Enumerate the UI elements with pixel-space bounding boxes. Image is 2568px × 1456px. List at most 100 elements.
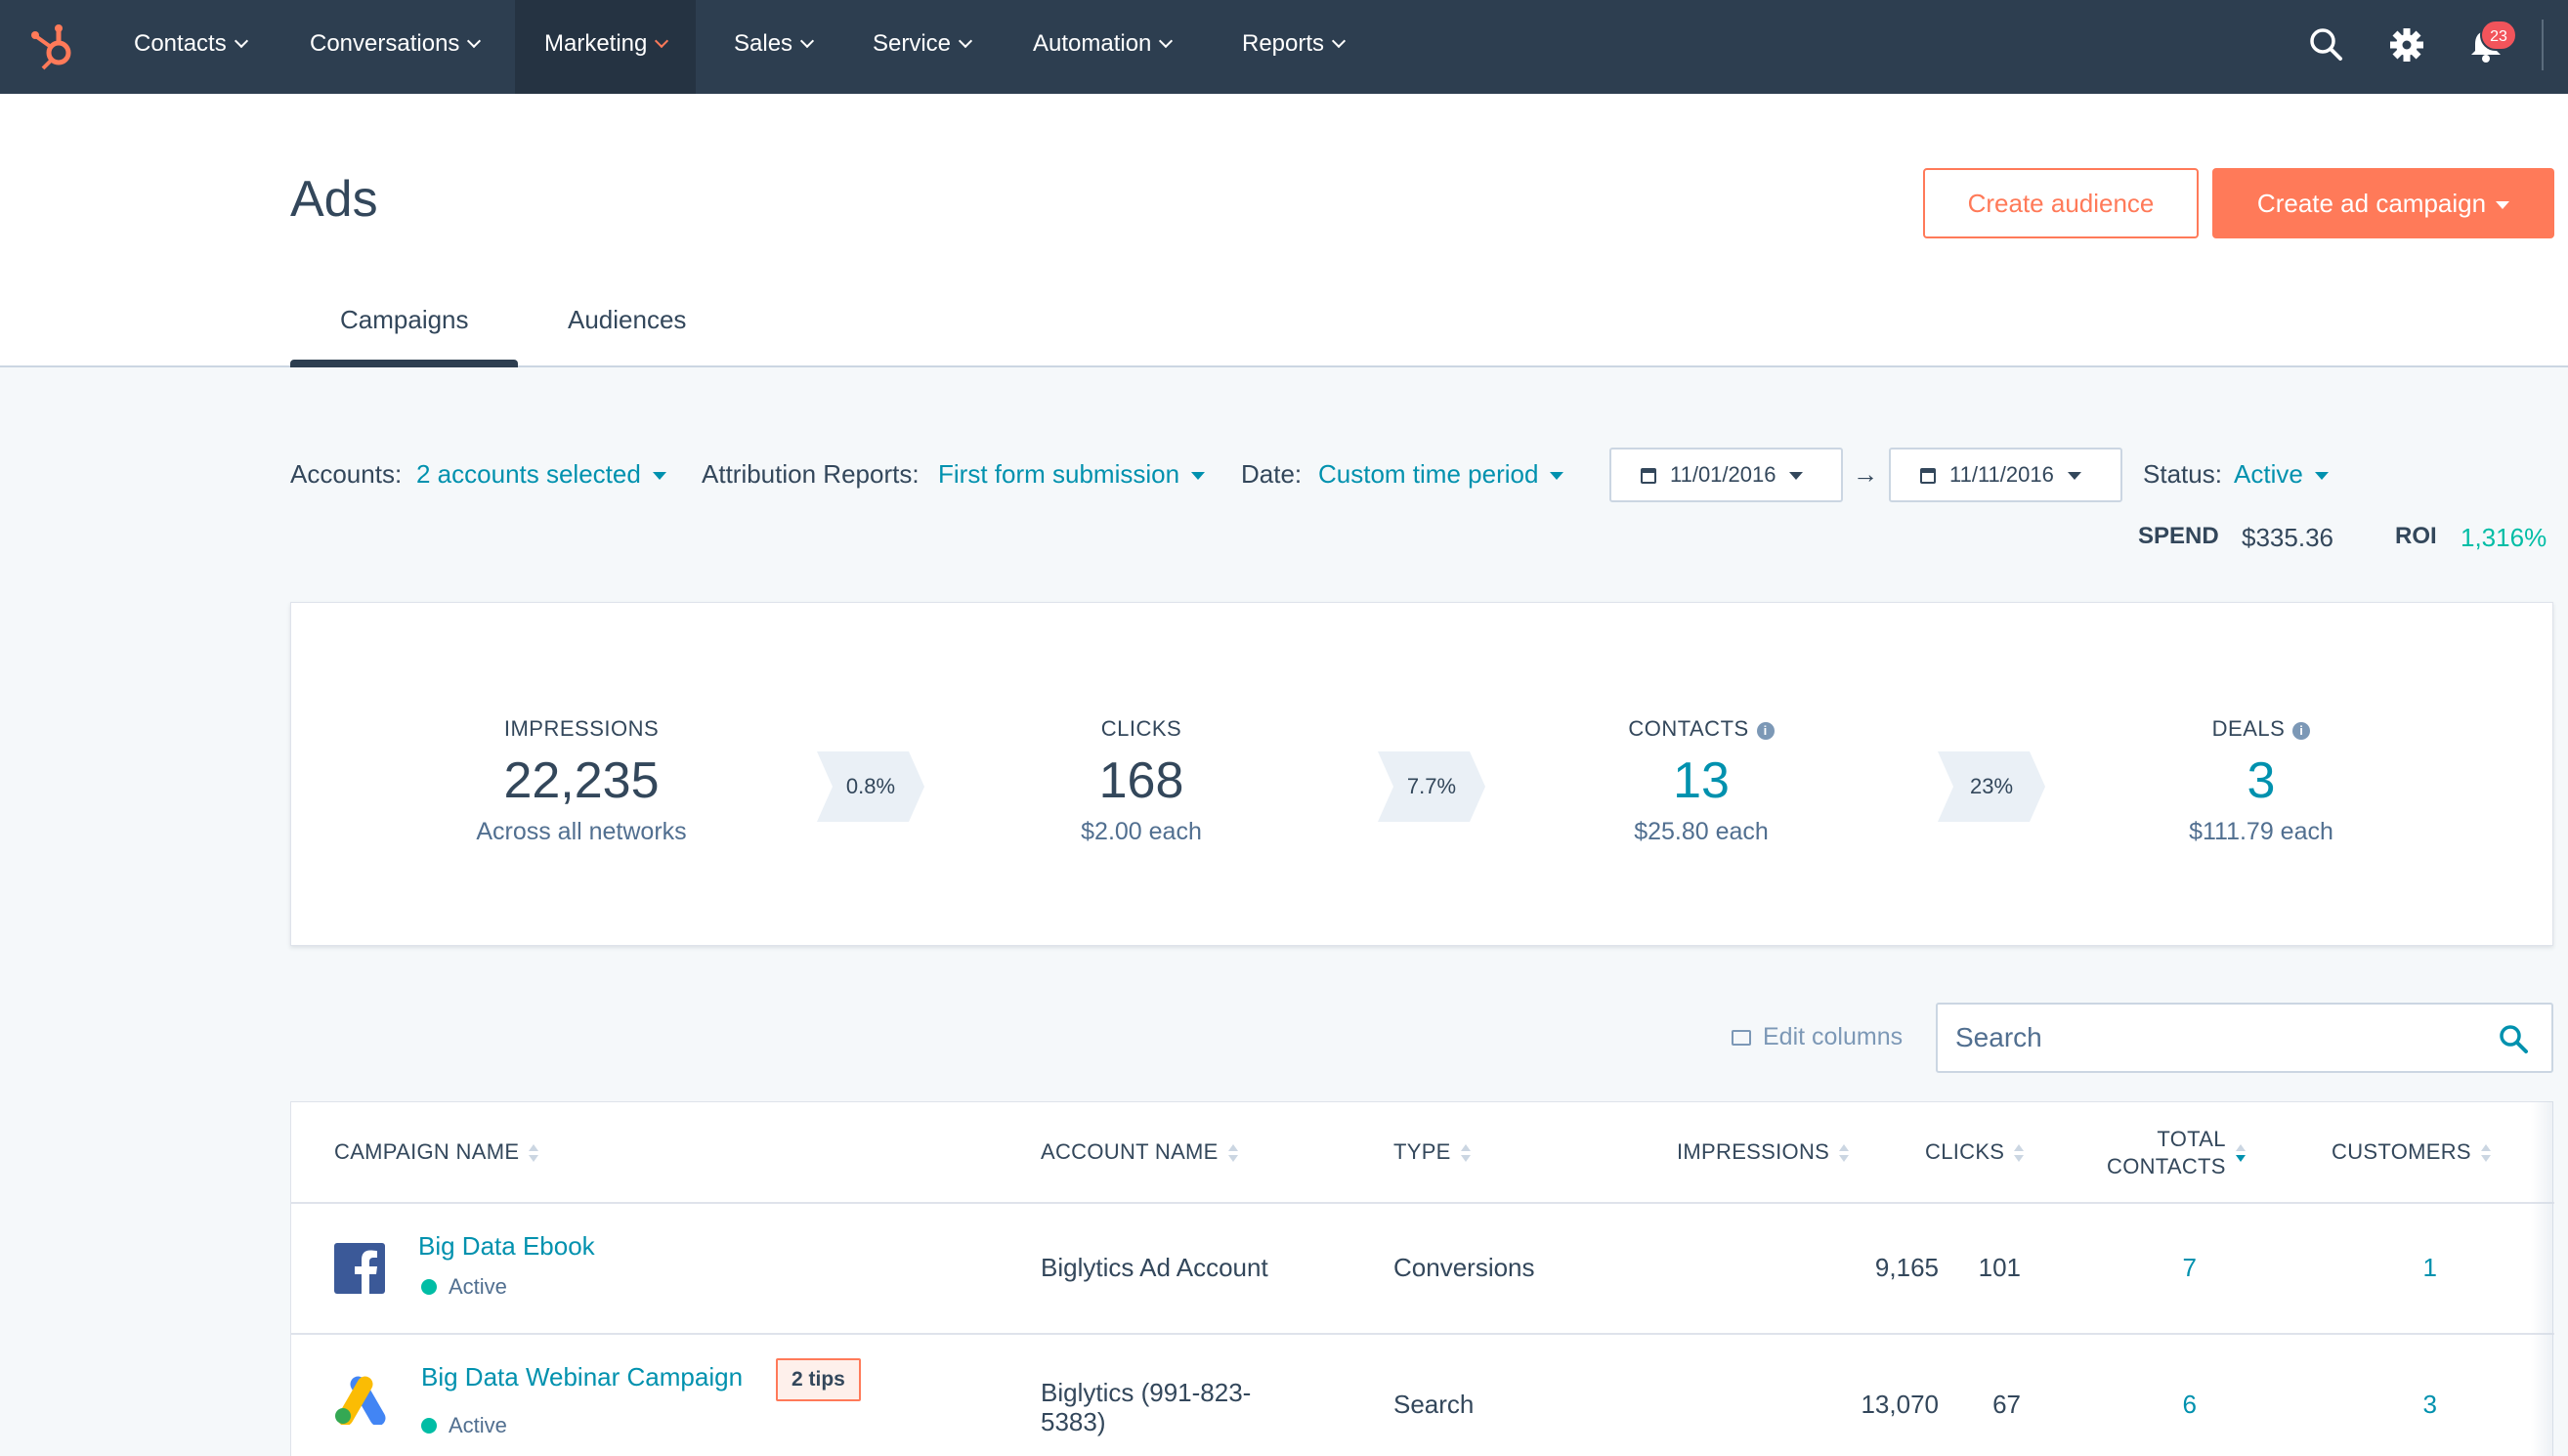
metric-label: IMPRESSIONS <box>503 716 660 741</box>
hubspot-logo[interactable] <box>29 20 78 72</box>
caret-down-icon <box>2496 201 2510 210</box>
customers-value-link[interactable]: 1 <box>2422 1253 2437 1282</box>
start-date-picker[interactable]: 11/01/2016 <box>1609 448 1843 502</box>
metric-deals: DEALS i 3 $111.79 each <box>2095 716 2427 846</box>
metric-value[interactable]: 3 <box>2247 752 2276 809</box>
metric-impressions: IMPRESSIONS 22,235 Across all networks <box>415 716 748 846</box>
col-label: CLICKS <box>1925 1139 2005 1164</box>
metric-label: CLICKS <box>1100 716 1182 741</box>
caret-down-icon <box>1550 472 1564 481</box>
sort-icon <box>529 1142 539 1164</box>
accounts-dropdown[interactable]: 2 accounts selected <box>416 459 666 490</box>
account-name-line: 5383) <box>1041 1407 1106 1436</box>
notification-badge: 23 <box>2480 20 2517 51</box>
metric-label: DEALS i <box>2095 716 2427 742</box>
attribution-dropdown[interactable]: First form submission <box>938 459 1206 490</box>
impressions-value: 13,070 <box>1861 1390 1939 1419</box>
tab-campaigns[interactable]: Campaigns <box>340 305 469 334</box>
table-row: Big Data Ebook Active Biglytics Ad Accou… <box>291 1204 2554 1335</box>
col-campaign-name[interactable]: CAMPAIGN NAME <box>334 1139 539 1165</box>
accounts-label: Accounts: <box>290 459 403 489</box>
status-text: Active <box>449 1413 507 1437</box>
status-label: Status: <box>2143 459 2222 489</box>
search-icon[interactable] <box>2303 21 2350 68</box>
metric-value[interactable]: 13 <box>1673 752 1730 809</box>
chevron-down-icon <box>234 33 248 49</box>
edit-columns-button[interactable]: Edit columns <box>1732 1023 1903 1051</box>
horizontal-scroll-shadow <box>2531 1101 2553 1456</box>
start-date-value: 11/01/2016 <box>1670 462 1776 487</box>
date-range-dropdown[interactable]: Custom time period <box>1318 459 1564 490</box>
status-value: Active <box>2234 459 2303 489</box>
nav-sales[interactable]: Sales <box>734 0 815 94</box>
search-input[interactable] <box>1938 1005 2485 1071</box>
rate-value: 23% <box>1969 774 2014 798</box>
campaign-name-link[interactable]: Big Data Ebook <box>418 1231 595 1261</box>
nav-automation[interactable]: Automation <box>1033 0 1174 94</box>
arrow-right-icon: → <box>1853 459 1878 489</box>
col-type[interactable]: TYPE <box>1393 1139 1471 1165</box>
account-name: Biglytics Ad Account <box>1041 1253 1268 1282</box>
metric-label-text: DEALS <box>2211 716 2286 741</box>
nav-reports[interactable]: Reports <box>1242 0 1347 94</box>
chevron-down-icon <box>1331 33 1347 49</box>
nav-conversations-label: Conversations <box>310 30 460 57</box>
page-title: Ads <box>290 171 378 228</box>
col-label: IMPRESSIONS <box>1677 1139 1830 1164</box>
create-ad-campaign-button[interactable]: Create ad campaign <box>2212 168 2554 238</box>
spend-value: $335.36 <box>2242 523 2333 552</box>
nav-service[interactable]: Service <box>873 0 973 94</box>
tips-badge[interactable]: 2 tips <box>776 1358 861 1401</box>
status-dot <box>421 1418 437 1434</box>
top-nav: Contacts Conversations Marketing Sales S… <box>0 0 2568 94</box>
impressions-value: 9,165 <box>1874 1253 1939 1282</box>
sort-icon <box>1839 1142 1850 1164</box>
accounts-value: 2 accounts selected <box>416 459 641 489</box>
campaign-status: Active <box>421 1274 507 1300</box>
info-icon[interactable]: i <box>2292 722 2311 740</box>
col-customers[interactable]: CUSTOMERS <box>2332 1139 2491 1165</box>
campaign-name-link[interactable]: Big Data Webinar Campaign <box>421 1362 744 1392</box>
account-name-line: Biglytics (991-823- <box>1041 1378 1252 1407</box>
account-name: Biglytics (991-823- 5383) <box>1041 1378 1251 1436</box>
status-dot <box>421 1279 437 1295</box>
info-icon[interactable]: i <box>1756 722 1775 740</box>
caret-down-icon <box>652 472 666 481</box>
search-icon[interactable] <box>2497 1022 2530 1055</box>
contacts-value-link[interactable]: 6 <box>2182 1390 2197 1419</box>
nav-conversations[interactable]: Conversations <box>310 0 482 94</box>
nav-divider <box>2542 20 2544 70</box>
tab-audiences[interactable]: Audiences <box>568 305 687 334</box>
nav-marketing[interactable]: Marketing <box>515 0 697 94</box>
search-box <box>1936 1003 2553 1073</box>
col-label: CUSTOMERS <box>2332 1139 2471 1164</box>
rate-value: 0.8% <box>845 774 896 798</box>
campaign-type: Search <box>1393 1390 1475 1419</box>
columns-icon <box>1732 1030 1751 1046</box>
col-clicks[interactable]: CLICKS <box>1925 1139 2025 1165</box>
sort-icon <box>1227 1142 1238 1164</box>
active-tab-indicator <box>290 360 518 367</box>
end-date-picker[interactable]: 11/11/2016 <box>1889 448 2122 502</box>
rate-chevron: 23% <box>1938 751 2045 822</box>
contacts-value-link[interactable]: 7 <box>2182 1253 2197 1282</box>
create-audience-button[interactable]: Create audience <box>1923 168 2199 238</box>
col-total-contacts[interactable]: TOTAL CONTACTS <box>2107 1126 2246 1180</box>
campaign-status: Active <box>421 1413 507 1438</box>
col-impressions[interactable]: IMPRESSIONS <box>1677 1139 1850 1165</box>
chevron-down-icon <box>655 33 669 49</box>
status-dropdown[interactable]: Active <box>2234 459 2329 490</box>
nav-reports-label: Reports <box>1242 30 1325 57</box>
nav-contacts[interactable]: Contacts <box>134 0 248 94</box>
clicks-value: 101 <box>1978 1253 2021 1282</box>
customers-value-link[interactable]: 3 <box>2422 1390 2437 1419</box>
nav-sales-label: Sales <box>734 30 793 57</box>
metric-subtext: $25.80 each <box>1634 818 1769 845</box>
metric-value: 168 <box>1098 752 1184 809</box>
nav-contacts-label: Contacts <box>134 30 227 57</box>
caret-down-icon <box>2314 472 2329 481</box>
metric-contacts: CONTACTS i 13 $25.80 each <box>1535 716 1867 846</box>
table-row: Big Data Webinar Campaign 2 tips Active … <box>291 1335 2554 1456</box>
gear-icon[interactable] <box>2383 21 2430 68</box>
col-account-name[interactable]: ACCOUNT NAME <box>1041 1139 1238 1165</box>
